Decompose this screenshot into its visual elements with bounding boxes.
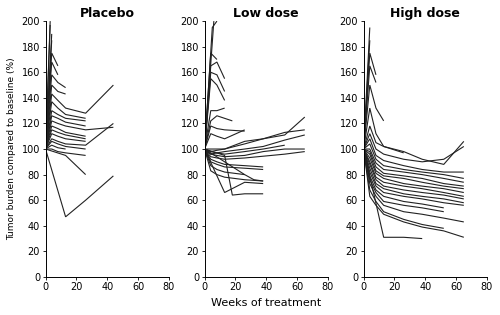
Title: Low dose: Low dose [234,7,299,20]
Title: High dose: High dose [390,7,460,20]
X-axis label: Weeks of treatment: Weeks of treatment [211,298,322,308]
Y-axis label: Tumor burden compared to baseline (%): Tumor burden compared to baseline (%) [7,58,16,240]
Title: Placebo: Placebo [80,7,134,20]
